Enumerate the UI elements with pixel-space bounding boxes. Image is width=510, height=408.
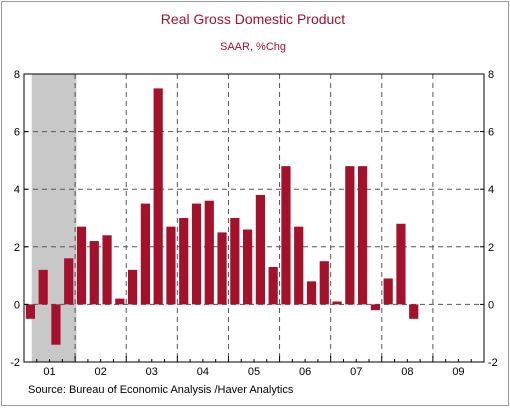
year-label: 03 <box>146 366 158 378</box>
bar-2003Q3 <box>153 88 163 305</box>
year-label: 07 <box>350 366 362 378</box>
left-tick-label: 8 <box>14 69 20 81</box>
bar-2007Q2 <box>345 166 355 305</box>
y-axis-ticks: -2 -2 0 0 2 2 4 4 6 6 8 8 <box>10 69 498 369</box>
year-label: 05 <box>248 366 260 378</box>
bars <box>25 88 419 345</box>
gdp-bar-chart: Real Gross Domestic Product SAAR, %Chg -… <box>10 11 498 396</box>
bar-2004Q4 <box>217 232 227 305</box>
right-tick-label: 2 <box>488 242 494 254</box>
bar-2002Q3 <box>102 235 112 305</box>
left-tick-label: 6 <box>14 127 20 139</box>
bar-2004Q2 <box>191 203 202 305</box>
bar-2008Q3 <box>409 304 419 319</box>
bar-2001Q4 <box>64 258 74 305</box>
right-tick-label: -2 <box>488 357 498 369</box>
bar-2006Q2 <box>294 226 304 305</box>
bar-2008Q1 <box>383 278 393 305</box>
left-tick-label: 2 <box>14 242 20 254</box>
x-axis-ticks: 01 02 03 04 05 06 07 08 09 <box>36 356 472 378</box>
bar-2005Q1 <box>230 218 240 305</box>
right-tick-label: 6 <box>488 127 494 139</box>
left-tick-label: 0 <box>14 299 20 311</box>
grid-lines <box>24 74 484 362</box>
chart-subtitle: SAAR, %Chg <box>220 41 286 53</box>
year-label: 06 <box>299 366 311 378</box>
bar-2006Q1 <box>281 166 291 305</box>
bar-2005Q2 <box>243 229 253 305</box>
bar-2002Q4 <box>115 298 125 305</box>
bar-2001Q1 <box>25 304 35 319</box>
bar-2003Q4 <box>166 226 176 305</box>
year-label: 09 <box>452 366 464 378</box>
bar-2002Q2 <box>89 241 99 305</box>
bar-2007Q1 <box>332 301 342 305</box>
bar-2007Q3 <box>358 166 368 305</box>
bar-2006Q4 <box>319 261 329 305</box>
year-label: 02 <box>95 366 107 378</box>
bar-2004Q1 <box>179 218 189 305</box>
bar-2002Q1 <box>76 226 87 305</box>
bar-2003Q2 <box>140 203 150 305</box>
year-label: 01 <box>43 366 55 378</box>
bar-2006Q3 <box>306 281 317 305</box>
source-note: Source: Bureau of Economic Analysis /Hav… <box>28 384 294 396</box>
right-tick-label: 0 <box>488 299 494 311</box>
bar-2005Q3 <box>255 194 265 305</box>
bar-2003Q1 <box>128 269 138 305</box>
right-tick-label: 4 <box>488 184 494 196</box>
bar-2005Q4 <box>268 266 278 305</box>
year-label: 04 <box>197 366 209 378</box>
bar-2004Q3 <box>204 200 214 305</box>
chart-title: Real Gross Domestic Product <box>161 11 346 27</box>
bar-2001Q3 <box>51 304 61 345</box>
right-tick-label: 8 <box>488 69 494 81</box>
left-tick-label: -2 <box>10 357 20 369</box>
left-tick-label: 4 <box>14 184 20 196</box>
bar-2001Q2 <box>38 269 48 305</box>
year-label: 08 <box>401 366 413 378</box>
bar-2008Q2 <box>396 223 406 305</box>
bar-2007Q4 <box>370 304 380 311</box>
